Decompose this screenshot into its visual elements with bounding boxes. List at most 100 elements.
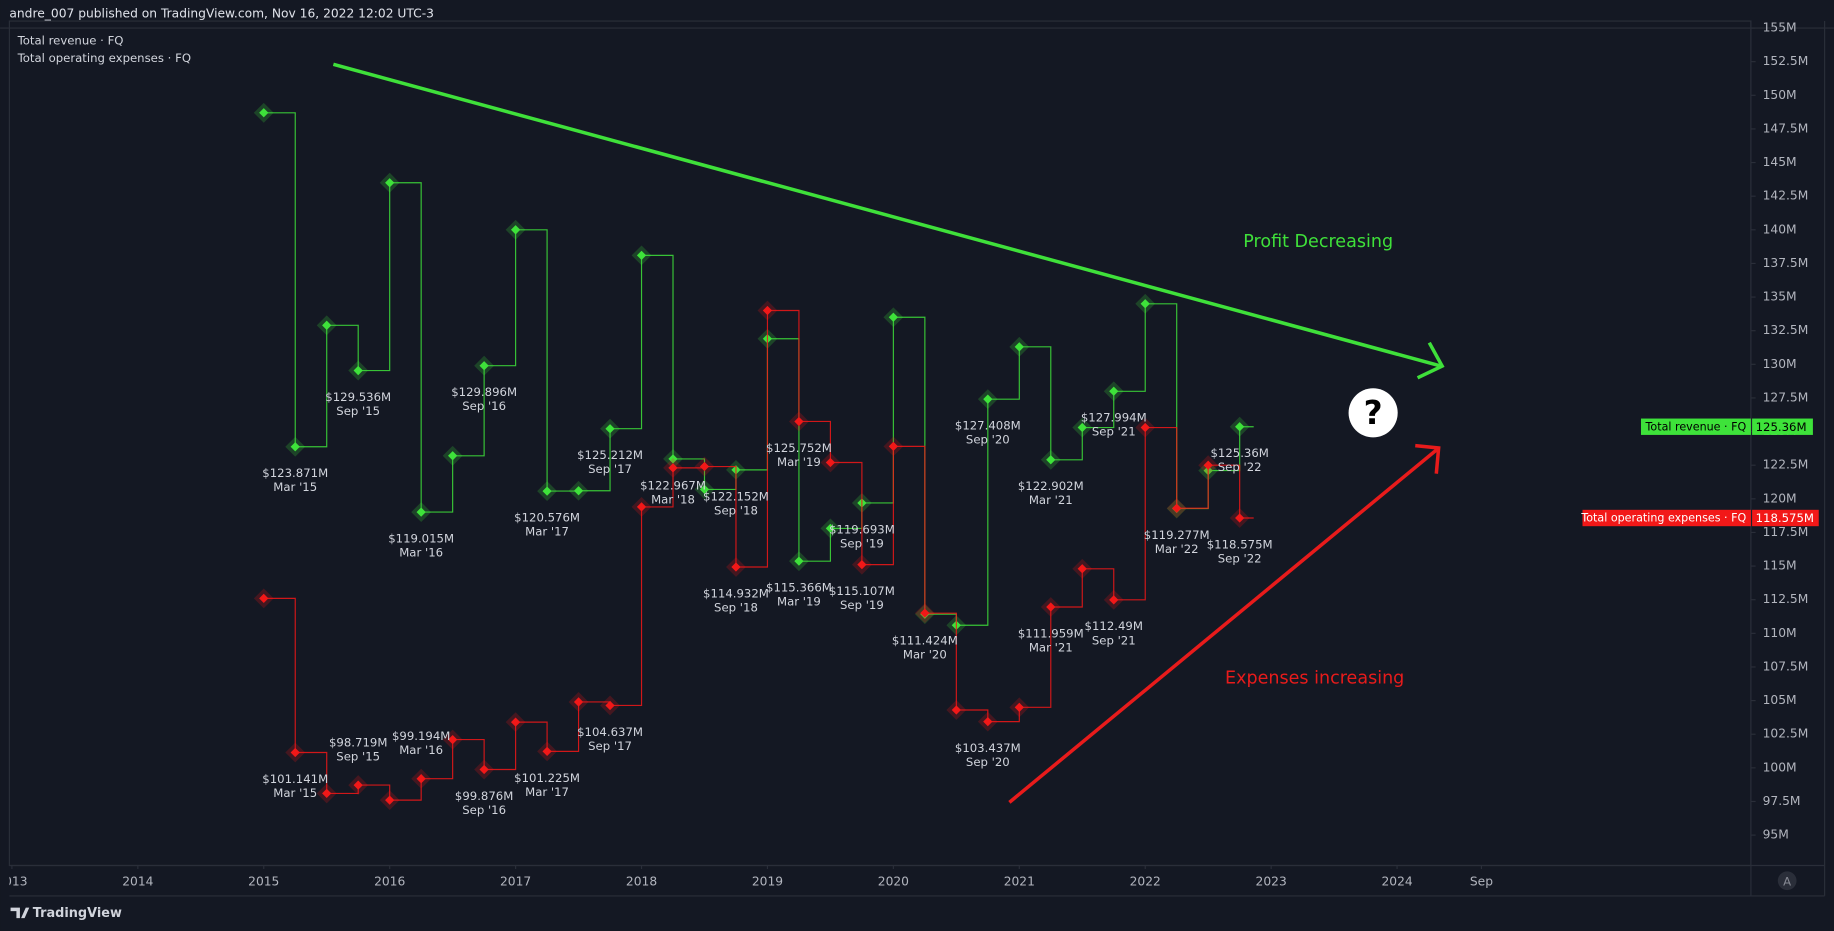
y-tick-label: 150M [1763,88,1797,102]
value-label: $125.212M [577,448,643,462]
value-label: $127.994M [1081,411,1147,425]
y-tick-label: 100M [1763,760,1797,774]
date-label: Sep '21 [1092,633,1136,647]
date-label: Mar '21 [1029,640,1073,654]
x-tick-label: 2014 [122,874,153,888]
auto-scale-button[interactable] [1777,871,1797,891]
y-tick-label: 112.5M [1763,592,1809,606]
date-label: Sep '16 [462,803,506,817]
date-label: Sep '16 [462,399,506,413]
data-point [348,360,369,381]
y-tick-label: 132.5M [1763,323,1809,337]
data-point [379,172,400,193]
brand: TradingView [33,906,122,921]
date-label: Sep '19 [840,598,884,612]
header: andre_007 published on TradingView.com, … [9,7,434,21]
date-label: Sep '18 [714,600,758,614]
legend-entry: Total revenue · FQ [17,33,124,47]
value-label: $99.194M [392,729,450,743]
price-tag-name: Total revenue · FQ [1645,420,1747,433]
date-label: Mar '17 [525,785,569,799]
y-tick-label: 137.5M [1763,256,1809,270]
date-label: Sep '15 [336,404,380,418]
y-tick-label: 130M [1763,357,1797,371]
trend-arrow [1008,447,1439,804]
y-tick-label: 140M [1763,222,1797,236]
data-point [537,741,558,762]
value-label: $101.141M [262,772,328,786]
drawings: ? [332,62,1445,804]
date-label: Mar '20 [903,648,947,662]
y-tick-label: 110M [1763,626,1797,640]
price-tag-bg [1752,418,1813,435]
value-label: $101.225M [514,771,580,785]
value-label: $122.152M [703,489,769,503]
date-label: Mar '17 [525,525,569,539]
value-label: $120.576M [514,510,580,524]
point-core [1203,460,1213,470]
data-point [1040,449,1061,470]
price-tag-bg [1752,509,1819,527]
annotation: Profit Decreasing [1243,232,1393,252]
plot [253,102,1254,811]
date-label: Sep '20 [966,755,1010,769]
point-core [385,178,395,188]
value-label: $115.107M [829,584,895,598]
question-icon [1348,388,1398,438]
x-tick-label: 2022 [1130,874,1161,888]
date-label: Mar '18 [651,492,695,506]
data-point [253,588,274,609]
data-point [442,445,463,466]
data-point [253,102,274,123]
value-label: $98.719M [329,735,387,749]
date-label: Mar '16 [399,546,443,560]
data-point [537,481,558,502]
data-point [505,712,526,733]
point-core [448,451,458,461]
price-tag-name-bg [1582,509,1751,527]
x-tick-label: 2024 [1381,874,1412,888]
price-tag-name-bg [1640,418,1751,435]
x-tick-label: 2017 [500,874,531,888]
value-label: $115.366M [766,581,832,595]
data-point [474,759,495,780]
y-tick-label: 127.5M [1763,390,1809,404]
data-point [663,457,683,478]
y-tick-label: 145M [1763,155,1797,169]
data-point [1040,597,1061,617]
value-label: $111.959M [1018,626,1084,640]
price-tag-name: Total operating expenses · FQ [1580,512,1746,525]
point-core [322,788,332,799]
x-tick-label: 2019 [752,874,783,888]
y-tick-label: 105M [1763,693,1797,707]
y-tick-label: 97.5M [1763,794,1801,808]
x-tick-label: 2018 [626,874,657,888]
date-label: Sep '18 [714,503,758,517]
brand-logo [10,907,30,919]
price-tag: 118.575M [1756,511,1814,525]
point-core [416,774,426,784]
auto-scale-label[interactable]: A [1783,874,1791,888]
arrow-head [1415,443,1441,474]
date-label: Mar '22 [1155,542,1199,556]
y-tick-label: 95M [1763,828,1789,842]
trend-arrow [332,62,1442,368]
value-label: $104.637M [577,725,643,739]
data-point [663,448,683,469]
question-mark: ? [1364,394,1383,432]
value-label: $125.36M [1210,446,1268,460]
data-point [285,436,306,457]
point-core [951,705,961,715]
y-tick-label: 120M [1763,491,1797,505]
value-label: $129.896M [451,385,517,399]
y-tick-label: 102.5M [1763,727,1809,741]
value-label: $127.408M [955,419,1021,433]
date-label: Sep '17 [588,462,632,476]
data-point [1072,558,1093,579]
data-point [757,300,778,321]
legend-entry: Total operating expenses · FQ [17,51,191,65]
date-label: Sep '19 [840,536,884,550]
x-tick-label: 2015 [248,874,279,888]
date-label: Mar '16 [399,743,443,757]
